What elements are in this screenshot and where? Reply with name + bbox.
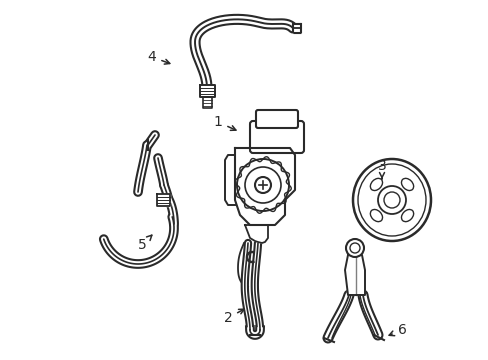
Text: 1: 1	[213, 115, 235, 130]
Circle shape	[254, 177, 270, 193]
FancyBboxPatch shape	[249, 121, 304, 153]
Circle shape	[244, 167, 281, 203]
Ellipse shape	[401, 178, 413, 190]
Ellipse shape	[369, 210, 382, 222]
Polygon shape	[235, 148, 294, 225]
Text: 4: 4	[147, 50, 169, 64]
Ellipse shape	[352, 159, 430, 241]
Circle shape	[377, 186, 405, 214]
Polygon shape	[157, 194, 170, 206]
Circle shape	[346, 239, 363, 257]
Polygon shape	[200, 85, 215, 97]
Ellipse shape	[401, 210, 413, 222]
Text: 5: 5	[137, 235, 152, 252]
Text: 3: 3	[377, 159, 386, 179]
Polygon shape	[224, 155, 235, 205]
Polygon shape	[203, 97, 212, 108]
Polygon shape	[244, 225, 267, 243]
Polygon shape	[345, 255, 364, 295]
FancyBboxPatch shape	[256, 110, 297, 128]
Text: 6: 6	[388, 323, 406, 337]
Circle shape	[383, 192, 399, 208]
Circle shape	[349, 243, 359, 253]
Circle shape	[237, 159, 288, 211]
Text: 2: 2	[223, 309, 244, 325]
Ellipse shape	[369, 178, 382, 190]
Ellipse shape	[357, 164, 425, 236]
